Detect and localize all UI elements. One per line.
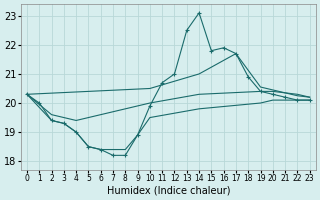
- X-axis label: Humidex (Indice chaleur): Humidex (Indice chaleur): [107, 186, 230, 196]
